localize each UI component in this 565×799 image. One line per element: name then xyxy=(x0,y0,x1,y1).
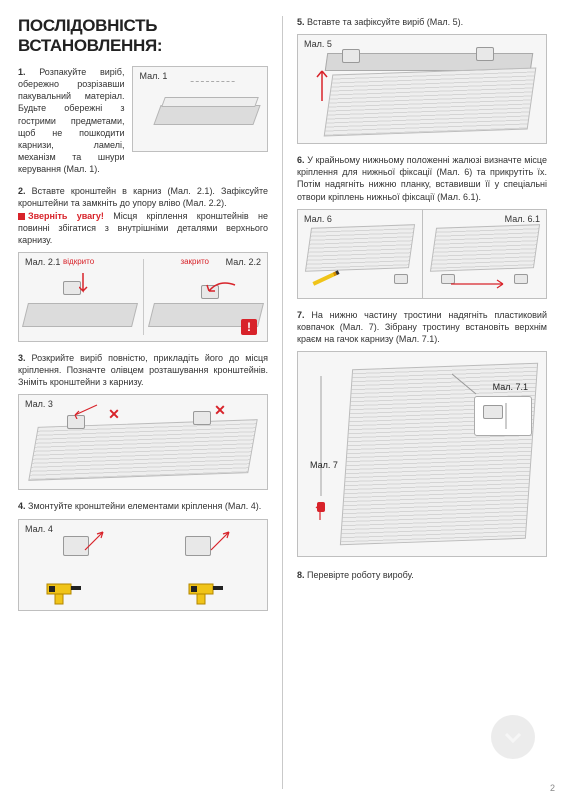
fig-4: Мал. 4 xyxy=(18,519,268,611)
bracket-5b-icon xyxy=(476,47,494,61)
blinds-61-icon xyxy=(429,224,539,272)
blinds-5-icon xyxy=(324,68,537,137)
left-column: ПОСЛІДОВНІСТЬ ВСТАНОВЛЕННЯ: 1. Розпакуйт… xyxy=(18,16,268,789)
step3-num: 3. xyxy=(18,353,26,363)
step2-num: 2. xyxy=(18,186,26,196)
step2-warn-label: Зверніть увагу! xyxy=(28,211,104,221)
step7-num: 7. xyxy=(297,310,305,320)
step6-text: 6. У крайньому нижньому положенні жалюзі… xyxy=(297,154,547,203)
drill-a-icon xyxy=(45,580,85,606)
bracket-5a-icon xyxy=(342,49,360,63)
wand-icon xyxy=(320,376,322,496)
column-divider xyxy=(282,16,283,789)
step2-body-a: Вставте кронштейн в карниз (Мал. 2.1). З… xyxy=(18,186,268,208)
step5-body: Вставте та зафіксуйте виріб (Мал. 5). xyxy=(307,17,463,27)
fig-7-label: Мал. 7 xyxy=(310,460,338,470)
step1-num: 1. xyxy=(18,67,26,77)
fig-3: Мал. 3 ✕ ✕ xyxy=(18,394,268,490)
fig-1-wrap: Мал. 1 xyxy=(132,66,268,175)
step5-num: 5. xyxy=(297,17,305,27)
page-number: 2 xyxy=(550,783,555,793)
blinds-6-icon xyxy=(305,224,415,272)
step3-body: Розкрийте виріб повністю, прикладіть йог… xyxy=(18,353,268,387)
leader-71-icon xyxy=(450,370,480,400)
closed-label: закрито xyxy=(180,257,209,266)
page-title: ПОСЛІДОВНІСТЬ ВСТАНОВЛЕННЯ: xyxy=(18,16,268,56)
parts-icon xyxy=(188,81,236,91)
x-mark-a-icon: ✕ xyxy=(107,407,121,421)
fig-71-label: Мал. 7.1 xyxy=(493,382,528,392)
drill-b-icon xyxy=(187,580,227,606)
alert-icon: ! xyxy=(241,319,257,335)
pencil-icon xyxy=(312,270,339,285)
fig-5-label: Мал. 5 xyxy=(304,39,332,49)
open-label: відкрито xyxy=(63,257,94,266)
step1-text: 1. Розпакуйте виріб, обережно розрізавши… xyxy=(18,66,124,175)
arrow-h-61-icon xyxy=(449,278,509,290)
arrow-cap-icon xyxy=(312,500,330,524)
x-mark-b-icon: ✕ xyxy=(213,403,227,417)
rail-top-icon xyxy=(162,97,260,107)
step8-body: Перевірте роботу виробу. xyxy=(307,570,414,580)
step1: 1. Розпакуйте виріб, обережно розрізавши… xyxy=(18,66,268,175)
fig-7: Мал. 7 Мал. 7.1 xyxy=(297,351,547,557)
step4-body: Змонтуйте кронштейни елементами кріпленн… xyxy=(28,501,261,511)
blinds-3-icon xyxy=(28,420,258,482)
watermark-icon xyxy=(491,715,535,759)
step6-num: 6. xyxy=(297,155,305,165)
fig-61: Мал. 6.1 xyxy=(422,209,548,299)
fig-4-label: Мал. 4 xyxy=(25,524,53,534)
step8-num: 8. xyxy=(297,570,305,580)
hook-71-icon xyxy=(483,405,503,419)
fig-1-label: Мал. 1 xyxy=(139,71,167,81)
fig-5: Мал. 5 xyxy=(297,34,547,144)
step4-num: 4. xyxy=(18,501,26,511)
rail-21-icon xyxy=(22,303,138,327)
fig-3-label: Мал. 3 xyxy=(25,399,53,409)
step6-body: У крайньому нижньому положенні жалюзі ви… xyxy=(297,155,547,201)
step7-body: На нижню частину тростини надягніть плас… xyxy=(297,310,547,344)
step8-text: 8. Перевірте роботу виробу. xyxy=(297,569,547,581)
callout-71-icon xyxy=(474,396,532,436)
wand-71-icon xyxy=(505,403,507,429)
warn-square-icon xyxy=(18,213,25,220)
arrow-down-icon xyxy=(79,271,99,301)
clip-61b-icon xyxy=(514,274,528,284)
screw-arrow-b-icon xyxy=(207,526,237,556)
right-column: 5. Вставте та зафіксуйте виріб (Мал. 5).… xyxy=(297,16,547,789)
bracket-3b-icon xyxy=(193,411,211,425)
fig-1: Мал. 1 xyxy=(132,66,268,152)
rail-icon xyxy=(154,105,261,125)
step2-text: 2. Вставте кронштейн в карниз (Мал. 2.1)… xyxy=(18,185,268,246)
fig-6: Мал. 6 xyxy=(297,209,422,299)
step5-text: 5. Вставте та зафіксуйте виріб (Мал. 5). xyxy=(297,16,547,28)
arrow-up-5-icon xyxy=(312,65,334,105)
fig-22-label: Мал. 2.2 xyxy=(226,257,261,267)
fig-6-row: Мал. 6 Мал. 6.1 xyxy=(297,209,547,309)
fig-6-label: Мал. 6 xyxy=(304,214,332,224)
dim-line-a-icon xyxy=(73,401,103,419)
fig-61-label: Мал. 6.1 xyxy=(505,214,540,224)
fig-21-label: Мал. 2.1 xyxy=(25,257,60,267)
step1-body: Розпакуйте виріб, обережно розрізавши па… xyxy=(18,67,124,174)
step7-text: 7. На нижню частину тростини надягніть п… xyxy=(297,309,547,345)
clip-6-icon xyxy=(394,274,408,284)
screw-arrow-a-icon xyxy=(81,526,111,556)
fig-2: Мал. 2.1 Мал. 2.2 відкрито закрито ! xyxy=(18,252,268,342)
arrow-curve-icon xyxy=(205,281,239,295)
fig2-divider xyxy=(143,259,144,335)
step3-text: 3. Розкрийте виріб повністю, прикладіть … xyxy=(18,352,268,388)
step4-text: 4. Змонтуйте кронштейни елементами кріпл… xyxy=(18,500,268,512)
